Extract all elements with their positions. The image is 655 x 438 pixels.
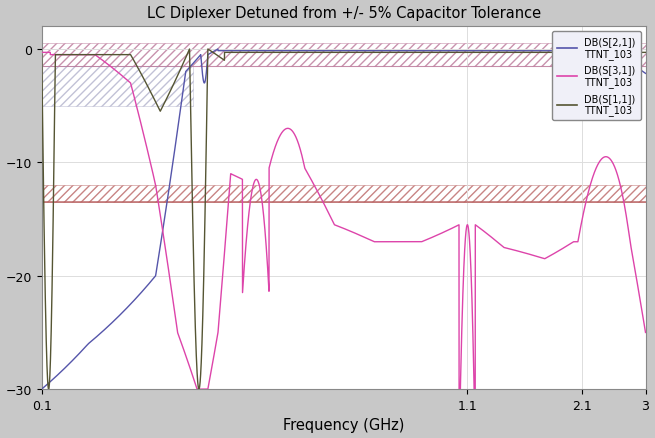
- Title: LC Diplexer Detuned from +/- 5% Capacitor Tolerance: LC Diplexer Detuned from +/- 5% Capacito…: [147, 6, 540, 21]
- Legend: DB(S[2,1])
TTNT_103, DB(S[3,1])
TTNT_103, DB(S[1,1])
TTNT_103: DB(S[2,1]) TTNT_103, DB(S[3,1]) TTNT_103…: [552, 32, 641, 121]
- X-axis label: Frequency (GHz): Frequency (GHz): [283, 417, 404, 432]
